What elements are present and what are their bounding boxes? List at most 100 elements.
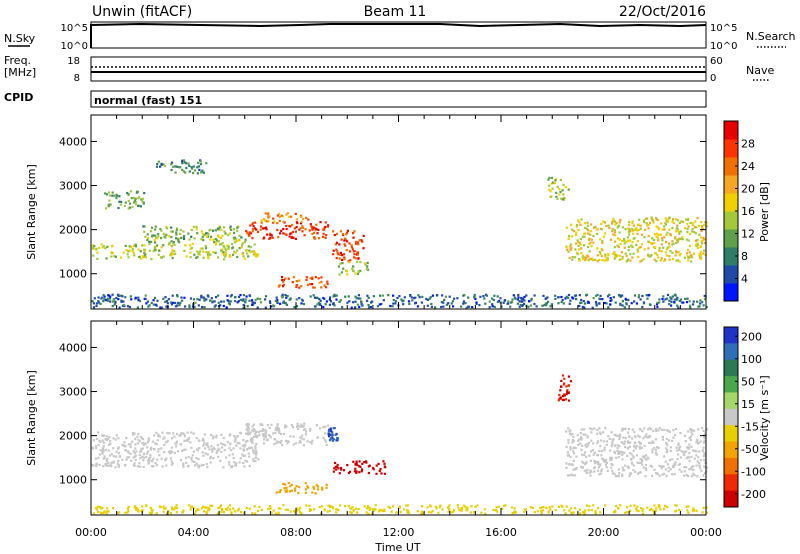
power-cell bbox=[323, 297, 326, 300]
power-cell bbox=[143, 252, 146, 255]
power-cell bbox=[150, 240, 153, 243]
velocity-cell bbox=[187, 464, 190, 467]
power-cell bbox=[343, 239, 346, 242]
velocity-cell bbox=[623, 443, 626, 446]
power-cell bbox=[357, 270, 360, 274]
velocity-cell bbox=[547, 511, 550, 514]
velocity-cell bbox=[617, 444, 620, 447]
power-cell bbox=[699, 299, 702, 302]
velocity-cell bbox=[421, 505, 424, 508]
power-cell bbox=[696, 246, 699, 249]
power-cell bbox=[594, 294, 598, 297]
power-cell bbox=[107, 203, 110, 206]
power-cell bbox=[589, 230, 592, 233]
power-cell bbox=[647, 227, 650, 230]
velocity-cell bbox=[205, 510, 208, 514]
velocity-cell bbox=[688, 443, 691, 446]
power-cell bbox=[581, 254, 585, 257]
power-cell bbox=[298, 297, 301, 300]
power-cell bbox=[503, 299, 507, 302]
power-cell bbox=[304, 228, 307, 231]
velocity-cell bbox=[621, 441, 624, 444]
velocity-cell bbox=[389, 506, 392, 509]
velocity-cell bbox=[652, 429, 655, 432]
power-cell bbox=[296, 222, 299, 225]
power-cell bbox=[111, 293, 114, 296]
velocity-cell bbox=[614, 474, 617, 478]
velocity-cell bbox=[117, 437, 120, 440]
power-cell bbox=[357, 297, 360, 300]
velocity-cell bbox=[613, 450, 616, 453]
velocity-cell bbox=[692, 465, 695, 468]
velocity-cell bbox=[540, 509, 543, 513]
power-cell bbox=[653, 242, 656, 245]
velocity-cell bbox=[327, 424, 330, 427]
velocity-cell bbox=[642, 437, 645, 440]
power-cell bbox=[120, 299, 123, 302]
power-cell bbox=[669, 250, 672, 253]
velocity-cell bbox=[191, 460, 194, 463]
velocity-cell bbox=[529, 506, 532, 509]
velocity-cell bbox=[294, 511, 297, 514]
velocity-cell bbox=[257, 509, 260, 513]
power-cell bbox=[700, 236, 703, 239]
power-cell bbox=[591, 306, 594, 309]
velocity-cell bbox=[286, 508, 289, 511]
velocity-cell bbox=[334, 461, 337, 465]
velocity-cell bbox=[690, 455, 693, 459]
power-cell bbox=[178, 303, 181, 307]
power-cell bbox=[676, 238, 679, 242]
velocity-cell bbox=[622, 436, 625, 439]
velocity-cell bbox=[594, 462, 597, 465]
velocity-cell bbox=[197, 458, 200, 461]
power-cell bbox=[516, 298, 519, 301]
velocity-cell bbox=[664, 468, 667, 471]
velocity-cell bbox=[222, 443, 225, 446]
power-cell bbox=[448, 295, 451, 298]
power-cell bbox=[311, 228, 314, 231]
velocity-cell bbox=[354, 467, 357, 470]
power-cell bbox=[575, 233, 578, 236]
power-cell bbox=[645, 222, 648, 225]
velocity-cell bbox=[104, 438, 107, 441]
velocity-cell bbox=[155, 443, 158, 446]
velocity-cell bbox=[621, 473, 624, 476]
power-cell bbox=[289, 297, 292, 300]
velocity-cell bbox=[264, 434, 267, 437]
power-cell bbox=[153, 248, 156, 251]
power-cell bbox=[621, 255, 624, 259]
power-colorbar-swatch bbox=[724, 247, 738, 266]
velocity-cell bbox=[195, 437, 198, 440]
velocity-cell bbox=[661, 438, 665, 441]
velocity-cell bbox=[133, 452, 136, 455]
power-cell bbox=[290, 215, 293, 218]
velocity-cell bbox=[308, 509, 312, 513]
velocity-cell bbox=[191, 454, 194, 457]
velocity-cell bbox=[377, 510, 381, 513]
power-cell bbox=[636, 248, 639, 251]
power-cell bbox=[251, 237, 254, 240]
velocity-cell bbox=[217, 447, 220, 450]
velocity-cell bbox=[699, 467, 702, 470]
velocity-cell bbox=[466, 507, 469, 510]
power-cell bbox=[664, 217, 667, 220]
power-cell bbox=[488, 306, 491, 309]
power-cell bbox=[263, 236, 266, 239]
power-cell bbox=[392, 302, 395, 305]
power-cell bbox=[665, 254, 668, 257]
velocity-cell bbox=[365, 461, 368, 464]
power-cell bbox=[511, 298, 514, 301]
velocity-cell bbox=[123, 464, 127, 467]
velocity-cell bbox=[626, 447, 630, 450]
power-cell bbox=[656, 253, 659, 257]
power-cell bbox=[696, 217, 699, 220]
velocity-cell bbox=[281, 444, 284, 447]
power-cell bbox=[159, 165, 162, 168]
power-cell bbox=[559, 178, 562, 181]
power-cell bbox=[162, 244, 165, 247]
velocity-cell bbox=[273, 438, 276, 441]
power-cell bbox=[200, 294, 203, 297]
power-cell bbox=[664, 258, 667, 261]
velocity-cell bbox=[152, 448, 156, 451]
power-cell bbox=[216, 294, 220, 297]
